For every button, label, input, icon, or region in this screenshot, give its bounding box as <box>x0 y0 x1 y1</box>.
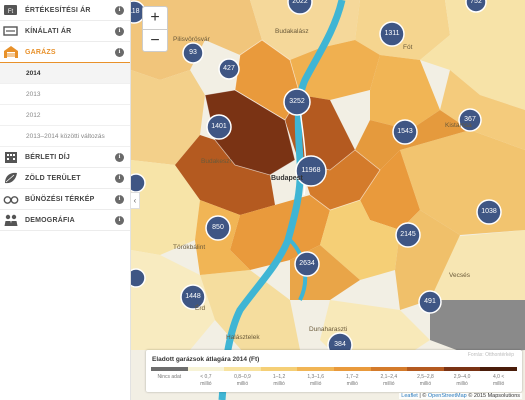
sidebar-collapse-toggle[interactable]: ‹ <box>131 192 140 209</box>
attribution-separator: | © <box>417 393 428 399</box>
place-label: Budakeszi <box>201 158 231 165</box>
place-label: Vecsés <box>449 272 470 279</box>
legend-label: Nincs adat <box>157 374 182 380</box>
info-icon[interactable]: i <box>115 27 124 36</box>
sidebar-item-label: BÉRLETI DÍJ <box>25 153 70 161</box>
legend-swatch <box>151 367 188 371</box>
place-label: Halásztelek <box>226 334 260 341</box>
sidebar-item-crime-map[interactable]: BŰNÖZÉSI TÉRKÉP i <box>0 189 130 210</box>
garage-year-2013[interactable]: 2013 <box>0 84 130 105</box>
place-label: Érd <box>195 305 206 312</box>
legend-swatch <box>297 367 334 371</box>
place-label: Fót <box>403 44 413 51</box>
cluster-marker[interactable]: 1038 <box>481 208 497 215</box>
cluster-marker[interactable]: 1311 <box>384 30 400 37</box>
cluster-marker[interactable]: 93 <box>189 49 197 56</box>
legend-label: 4,0 < millió <box>492 374 505 387</box>
legend-title: Eladott garázsok átlagára 2014 (Ft) <box>152 356 260 363</box>
attribution-copyright: © 2015 Mapsolutions <box>466 393 520 399</box>
info-icon[interactable]: i <box>115 174 124 183</box>
legend-label: 1–1,2 millió <box>272 374 286 387</box>
price-board-icon <box>3 24 19 38</box>
cluster-marker[interactable]: 491 <box>424 298 436 305</box>
cluster-marker[interactable]: 2145 <box>400 231 416 238</box>
legend-swatch <box>480 367 517 371</box>
info-icon[interactable]: i <box>115 6 124 15</box>
legend-label: 2,9–4,0 millió <box>453 374 471 387</box>
info-icon[interactable]: i <box>115 216 124 225</box>
legend-swatch <box>407 367 444 371</box>
legend-swatch <box>224 367 261 371</box>
osm-link[interactable]: OpenStreetMap <box>427 393 467 399</box>
sidebar-item-label: DEMOGRÁFIA <box>25 216 75 224</box>
legend-swatch <box>260 367 298 371</box>
price-tag-icon: Ft <box>3 3 19 17</box>
legend-swatch <box>370 367 408 371</box>
cluster-marker[interactable]: 367 <box>464 116 476 123</box>
choropleth-map <box>131 0 525 400</box>
legend-label: 2,1–2,4 millió <box>380 374 398 387</box>
cluster-marker[interactable]: 11968 <box>301 167 321 174</box>
legend-label: 1,7–2 millió <box>346 374 359 387</box>
legend-color-bar <box>151 367 517 371</box>
place-label: Kistarcsa <box>445 122 472 129</box>
zoom-out-button[interactable]: − <box>143 29 167 51</box>
place-label: Budapest <box>271 175 303 182</box>
info-icon[interactable]: i <box>115 48 124 57</box>
legend-swatch <box>187 367 225 371</box>
legend-labels: Nincs adat < 0,7 millió 0,8–0,9 millió 1–1… <box>151 374 517 388</box>
svg-text:Ft: Ft <box>8 9 14 15</box>
cluster-marker[interactable]: 118 <box>131 8 140 15</box>
sidebar-item-offer-price[interactable]: KÍNÁLATI ÁR i <box>0 21 130 42</box>
cluster-marker[interactable]: 850 <box>212 224 224 231</box>
place-label: Budakalász <box>275 28 309 35</box>
cluster-marker[interactable]: 3252 <box>289 98 305 105</box>
garage-icon <box>3 45 19 59</box>
sidebar-item-label: ZÖLD TERÜLET <box>25 174 81 182</box>
leaf-icon <box>3 171 19 185</box>
sidebar-item-sales-price[interactable]: Ft ÉRTÉKESÍTÉSI ÁR i <box>0 0 130 21</box>
handcuffs-icon <box>3 192 19 206</box>
place-label: Dunaharaszti <box>309 326 348 333</box>
legend-label: 0,8–0,9 millió <box>234 374 251 387</box>
sidebar: Ft ÉRTÉKESÍTÉSI ÁR i KÍNÁLATI ÁR i GARÁZ… <box>0 0 131 400</box>
info-icon[interactable]: i <box>115 153 124 162</box>
cluster-marker[interactable]: 752 <box>470 0 482 5</box>
sidebar-item-green-area[interactable]: ZÖLD TERÜLET i <box>0 168 130 189</box>
sidebar-item-label: ÉRTÉKESÍTÉSI ÁR <box>25 6 91 14</box>
garage-year-2012[interactable]: 2012 <box>0 105 130 126</box>
sidebar-item-demography[interactable]: DEMOGRÁFIA i <box>0 210 130 231</box>
cluster-marker[interactable]: 384 <box>334 341 346 348</box>
info-icon[interactable]: i <box>115 195 124 204</box>
legend-swatch <box>443 367 481 371</box>
cluster-marker[interactable]: 1543 <box>397 128 413 135</box>
sidebar-item-label: KÍNÁLATI ÁR <box>25 27 72 35</box>
rent-building-icon <box>3 150 19 164</box>
map-canvas[interactable]: Pilisvörösvár Budakalász Fót Kistarcsa B… <box>131 0 525 400</box>
map-attribution: Leaflet | © OpenStreetMap © 2015 Mapsolu… <box>399 393 522 399</box>
cluster-marker[interactable]: 1448 <box>185 293 201 300</box>
sidebar-item-label: BŰNÖZÉSI TÉRKÉP <box>25 195 95 203</box>
legend-label: 1,3–1,6 millió <box>307 374 325 387</box>
leaflet-link[interactable]: Leaflet <box>401 393 418 399</box>
legend-source: Forrás: Otthontérkép <box>467 352 514 358</box>
cluster-marker[interactable]: 2634 <box>299 260 315 267</box>
garage-change-2013-2014[interactable]: 2013–2014 közötti változás <box>0 126 130 147</box>
map-legend: Eladott garázsok átlagára 2014 (Ft) Forr… <box>146 350 522 392</box>
place-label: Törökbálint <box>173 244 206 251</box>
sidebar-item-rent[interactable]: BÉRLETI DÍJ i <box>0 147 130 168</box>
zoom-in-button[interactable]: + <box>150 9 160 26</box>
sidebar-item-label: GARÁZS <box>25 48 56 56</box>
legend-label: 2,5–2,8 millió <box>417 374 434 387</box>
legend-label: < 0,7 millió <box>200 374 212 387</box>
legend-swatch <box>333 367 371 371</box>
people-icon <box>3 213 19 227</box>
zoom-control: + − <box>142 6 168 52</box>
cluster-marker[interactable]: 427 <box>223 65 235 72</box>
cluster-marker[interactable]: 1401 <box>211 123 227 130</box>
garage-year-2014[interactable]: 2014 <box>0 63 130 84</box>
place-label: Pilisvörösvár <box>173 36 210 43</box>
cluster-marker[interactable]: 2022 <box>292 0 308 5</box>
sidebar-item-garage[interactable]: GARÁZS i <box>0 42 130 63</box>
